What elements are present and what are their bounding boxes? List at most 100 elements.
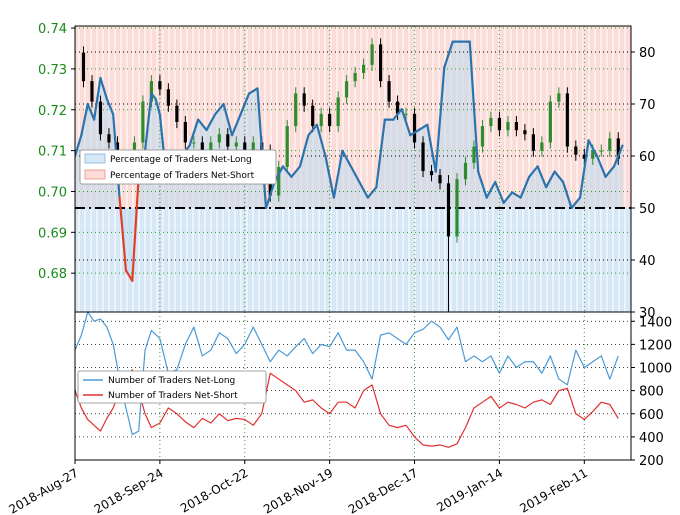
pct-net-long-segment: [375, 118, 386, 189]
candle-body: [149, 81, 153, 102]
candle-body: [548, 101, 552, 143]
candle-body: [192, 142, 196, 144]
pct-net-long-segment: [105, 97, 115, 116]
candle-body: [277, 166, 281, 196]
percent-tick-label: 30: [639, 306, 656, 321]
price-tick-label: 0.74: [38, 22, 67, 37]
pct-net-long-segment: [247, 87, 259, 95]
pct-net-long-segment: [519, 175, 531, 199]
candle-body: [345, 81, 349, 98]
date-tick-label: 2018-Dec-17: [346, 466, 420, 515]
candle-body: [497, 117, 502, 131]
candle-body: [412, 113, 417, 143]
sentiment-price-panel: 0.74 0.73 0.72 0.71 0.70 0.69 0.68 80 70 60 50 40 3…: [38, 22, 656, 321]
pct-net-long-segment: [434, 66, 446, 173]
candle-body: [158, 81, 162, 90]
price-candles: [81, 38, 620, 312]
pct-net-long-segment: [536, 165, 548, 189]
pct-net-long-segment: [349, 165, 361, 184]
candle-body: [362, 64, 366, 73]
pct-net-long-segment: [290, 165, 302, 178]
candle-body: [404, 113, 408, 115]
candle-body: [565, 93, 569, 147]
pct-net-long-segment: [409, 128, 420, 137]
bottom-legend-box: [77, 370, 267, 404]
pct-net-long-segment: [188, 118, 200, 147]
pct-net-long-segment: [502, 191, 514, 204]
pct-net-long-segment: [468, 40, 480, 173]
date-axis-ticks: 2018-Aug-27 2018-Sep-24 2018-Oct-22 2018-No…: [6, 460, 590, 515]
pct-net-long-segment: [92, 76, 102, 121]
count-tick-label: 1200: [639, 338, 672, 353]
percent-tick-label: 60: [639, 150, 656, 165]
pct-net-long-segment: [80, 102, 89, 137]
pct-net-long-segment: [86, 102, 96, 121]
pct-net-long-segment: [392, 108, 403, 121]
price-tick-label: 0.72: [38, 104, 67, 119]
candle-body: [328, 113, 332, 127]
top-legend-box: [79, 149, 277, 185]
candle-body: [234, 142, 238, 147]
price-tick-label: 0.68: [38, 267, 67, 282]
pct-net-long-segment: [324, 154, 336, 199]
bottom-legend: Number of Traders Net-Long Number of Tra…: [77, 370, 267, 404]
candle-body: [574, 146, 578, 155]
candle-body: [251, 142, 255, 151]
pct-net-long-segment: [570, 196, 582, 210]
pct-net-long-segment: [298, 134, 310, 168]
pct-net-long-segment: [150, 92, 157, 100]
pct-net-long-segment: [239, 92, 251, 116]
date-tick-label: 2018-Nov-19: [261, 466, 335, 515]
pct-net-long-segment: [222, 102, 234, 137]
candle-body: [438, 175, 442, 184]
price-tick-label: 0.71: [38, 145, 67, 160]
pct-net-long-segment: [485, 180, 497, 199]
candle-body: [378, 44, 383, 82]
candle-body: [353, 72, 357, 82]
legend-label-count-net-short: Number of Traders Net-Short: [108, 391, 238, 401]
candle-body: [582, 154, 586, 159]
legend-label-pct-net-short: Percentage of Traders Net-Short: [110, 171, 255, 181]
percent-tick-label: 40: [639, 254, 656, 269]
candle-body: [429, 171, 434, 176]
pct-net-long-segment: [417, 123, 429, 132]
candle-body: [523, 130, 527, 135]
pct-net-long-segment: [99, 76, 108, 100]
candle-body: [591, 150, 595, 159]
candle-body: [489, 117, 493, 127]
candle-body: [608, 138, 612, 151]
candle-body: [90, 81, 94, 102]
date-tick-label: 2018-Sep-24: [92, 466, 166, 515]
pct-net-long-segment: [158, 113, 166, 158]
percent-tick-label: 70: [639, 98, 656, 113]
pct-net-long-segment: [341, 149, 352, 168]
legend-swatch-net-short: [84, 169, 106, 180]
pct-net-long-segment: [358, 180, 369, 199]
candle-body: [166, 89, 170, 106]
pct-net-long-segment: [196, 118, 208, 132]
pct-net-long-segment: [443, 40, 454, 69]
candle-body: [514, 122, 519, 131]
pct-net-long-segment: [595, 154, 607, 178]
candle-body: [599, 150, 603, 152]
candle-body: [557, 93, 561, 102]
pct-net-long-segment: [315, 123, 327, 158]
count-tick-label: 200: [639, 454, 664, 469]
candle-body: [81, 52, 86, 82]
candle-body: [107, 134, 111, 143]
pct-net-long-segment: [400, 108, 412, 137]
pct-net-long-segment: [118, 196, 128, 272]
count-tick-label: 1000: [639, 362, 672, 377]
pct-net-long-segment: [75, 134, 83, 158]
pct-net-long-segment: [587, 139, 599, 158]
candle-body: [226, 134, 230, 147]
pct-net-long-segment: [131, 175, 140, 282]
percent-axis-ticks: 80 70 60 50 40 30: [631, 46, 656, 321]
candle-body: [311, 105, 315, 127]
candle-body: [141, 101, 145, 143]
count-tick-label: 600: [639, 408, 664, 423]
candle-body: [455, 179, 459, 237]
percent-tick-label: 80: [639, 46, 656, 61]
pct-net-long-segment: [332, 149, 344, 199]
